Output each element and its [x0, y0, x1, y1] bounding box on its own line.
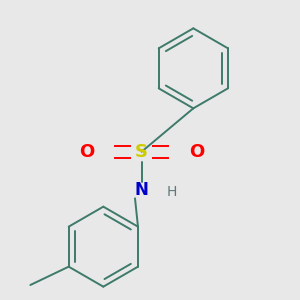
- Text: S: S: [135, 143, 148, 161]
- Text: O: O: [189, 143, 204, 161]
- Text: N: N: [135, 181, 148, 199]
- Text: O: O: [79, 143, 94, 161]
- Text: H: H: [167, 185, 177, 199]
